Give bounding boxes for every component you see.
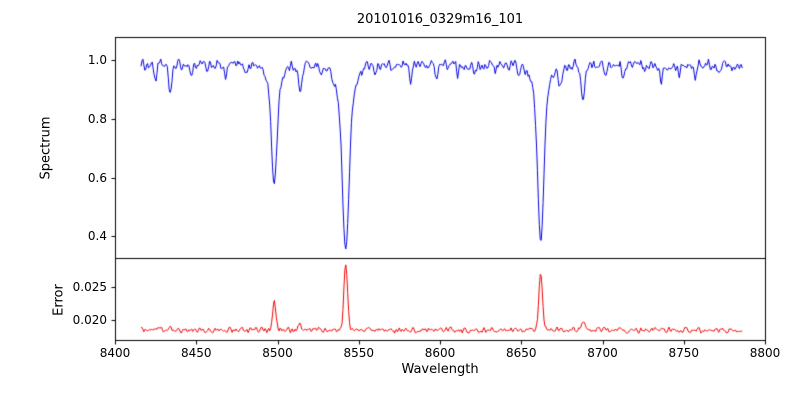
x-tick-label: 8600	[424, 346, 456, 360]
spectrum-y-axis-label: Spectrum	[38, 116, 54, 180]
x-tick-label: 8700	[587, 346, 618, 360]
spectrum-y-tick-label: 0.6	[87, 170, 107, 185]
spectrum-y-tick-label: 0.8	[87, 111, 107, 126]
error-y-tick-label: 0.025	[72, 280, 107, 295]
x-tick-label: 8750	[668, 346, 700, 360]
x-tick-label: 8500	[262, 346, 293, 360]
spectrum-y-tick-label: 0.4	[87, 229, 107, 244]
x-tick-label: 8400	[99, 346, 131, 360]
x-tick-label: 8550	[343, 346, 375, 360]
x-tick-label: 8450	[180, 346, 212, 360]
chart-title: 20101016_0329m16_101	[356, 12, 524, 27]
error-y-tick-label: 0.020	[72, 313, 107, 328]
x-axis-label: Wavelength	[401, 362, 479, 377]
x-tick-label: 8650	[505, 346, 537, 360]
spectrum-y-tick-label: 1.0	[87, 53, 107, 68]
x-tick-label: 8800	[749, 346, 781, 360]
error-y-axis-label: Error	[51, 284, 67, 316]
